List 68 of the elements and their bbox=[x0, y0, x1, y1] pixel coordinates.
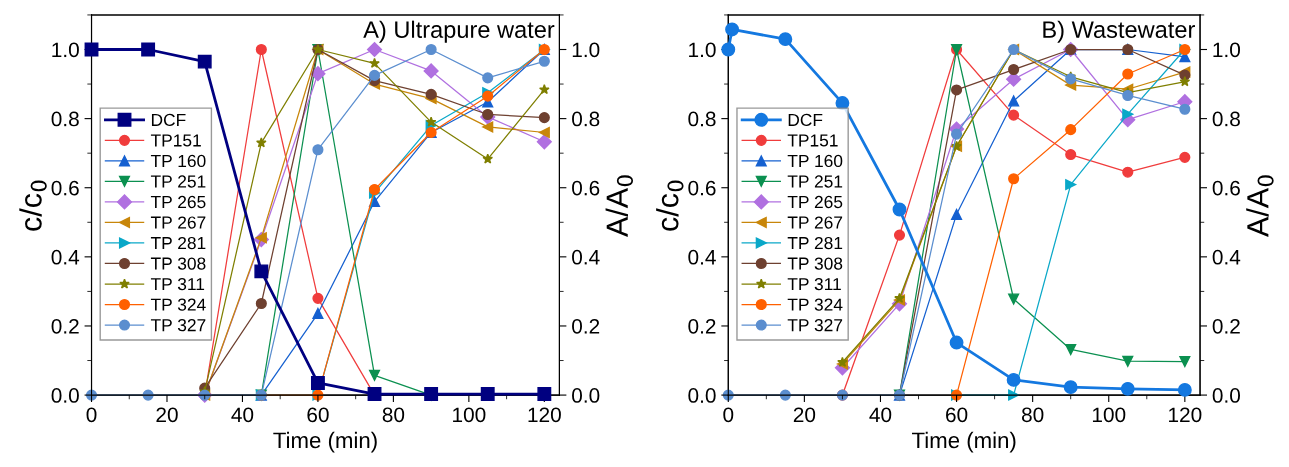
x-tick-label: 20 bbox=[793, 407, 816, 423]
y-tick-label: 0.6 bbox=[51, 180, 79, 196]
y-tick-label: 1.0 bbox=[689, 42, 716, 58]
legend-label: TP 327 bbox=[150, 319, 206, 332]
y2-tick-label: 0.4 bbox=[1212, 249, 1241, 265]
y2-axis-title: A/A$_{0}$ bbox=[605, 175, 634, 238]
legend-label: TP 308 bbox=[787, 257, 843, 270]
x-axis-title: Time (min) bbox=[912, 431, 1016, 453]
legend-label: TP 311 bbox=[787, 277, 841, 291]
y2-axis-title: A/A$_{0}$ bbox=[1246, 175, 1274, 238]
x-axis-title: Time (min) bbox=[273, 431, 377, 453]
x-tick-label: 100 bbox=[1092, 407, 1126, 423]
legend-label: TP 308 bbox=[150, 257, 206, 270]
y-axis-title: c/c$_{0}$ bbox=[656, 180, 684, 231]
y-tick-label: 0.2 bbox=[688, 318, 716, 334]
y2-tick-label: 1.0 bbox=[572, 42, 600, 58]
y2-tick-label: 0.0 bbox=[1212, 388, 1241, 403]
legend-label: TP151 bbox=[150, 134, 201, 147]
x-tick-label: 60 bbox=[307, 407, 329, 423]
legend-label: DCF bbox=[788, 113, 823, 127]
legend-label: TP 267 bbox=[150, 216, 206, 229]
legend-label: TP 281 bbox=[787, 236, 843, 250]
y-axis-title: c/c$_{0}$ bbox=[19, 180, 47, 231]
y2-tick-label: 0.2 bbox=[1212, 318, 1240, 334]
y2-tick-label: 0.8 bbox=[572, 111, 600, 127]
y2-tick-label: 0.6 bbox=[572, 180, 600, 196]
y-tick-label: 1.0 bbox=[52, 42, 79, 58]
legend-label: TP 265 bbox=[787, 195, 843, 209]
legend-label: TP 311 bbox=[150, 277, 205, 291]
legend-label: TP 267 bbox=[787, 216, 843, 229]
y2-tick-label: 0.2 bbox=[572, 318, 600, 334]
y-tick-label: 0.6 bbox=[688, 180, 716, 196]
x-tick-label: 0 bbox=[723, 407, 734, 423]
y-tick-label: 0.0 bbox=[51, 388, 79, 403]
x-tick-label: 40 bbox=[869, 407, 892, 423]
legend-label: TP 327 bbox=[787, 319, 843, 332]
x-tick-label: 100 bbox=[453, 407, 486, 423]
y-tick-label: 0.4 bbox=[688, 249, 716, 265]
legend-label: TP 324 bbox=[150, 298, 206, 311]
legend-label: TP 251 bbox=[787, 175, 843, 188]
y2-tick-label: 0.4 bbox=[572, 249, 600, 265]
y2-tick-label: 0.8 bbox=[1212, 111, 1240, 127]
x-tick-label: 0 bbox=[86, 407, 97, 423]
x-tick-label: 80 bbox=[1021, 407, 1044, 423]
y2-tick-label: 0.6 bbox=[1212, 180, 1240, 196]
chart-title: B) Wastewater bbox=[1043, 20, 1195, 43]
legend-label: TP 265 bbox=[150, 195, 206, 209]
legend-label: TP 251 bbox=[150, 175, 206, 188]
x-tick-label: 60 bbox=[946, 407, 968, 423]
x-tick-label: 20 bbox=[156, 407, 178, 423]
x-tick-label: 40 bbox=[231, 407, 254, 423]
y2-tick-label: 0.0 bbox=[572, 388, 600, 403]
y-tick-label: 0.2 bbox=[51, 318, 79, 334]
y-tick-label: 0.4 bbox=[51, 249, 80, 265]
legend-label: TP 324 bbox=[787, 298, 843, 311]
chart-title: A) Ultrapure water bbox=[363, 20, 555, 43]
x-tick-label: 80 bbox=[382, 407, 405, 423]
legend-label: DCF bbox=[151, 113, 186, 127]
y2-tick-label: 1.0 bbox=[1213, 42, 1241, 58]
y-tick-label: 0.0 bbox=[688, 388, 716, 403]
legend-label: TP 281 bbox=[150, 236, 206, 250]
legend-label: TP151 bbox=[787, 134, 838, 147]
y-tick-label: 0.8 bbox=[688, 111, 716, 127]
x-tick-label: 120 bbox=[528, 407, 561, 423]
legend-label: TP 160 bbox=[150, 154, 206, 168]
y-tick-label: 0.8 bbox=[51, 111, 79, 127]
legend-label: TP 160 bbox=[787, 154, 843, 168]
x-tick-label: 120 bbox=[1169, 407, 1202, 423]
